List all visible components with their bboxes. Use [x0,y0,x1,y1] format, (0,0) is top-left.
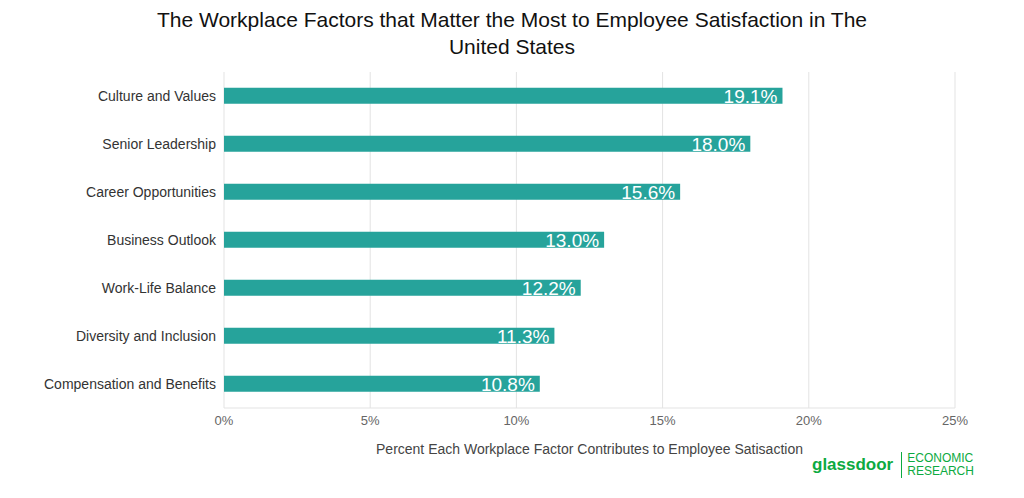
svg-text:10.8%: 10.8% [481,374,535,395]
html-text:RESEARCH: RESEARCH [907,464,974,478]
html-text:ECONOMIC: ECONOMIC [907,451,974,465]
svg-text:15%: 15% [650,413,676,428]
svg-text:13.0%: 13.0% [545,230,599,251]
svg-text:5%: 5% [361,413,380,428]
svg-text:12.2%: 12.2% [522,278,576,299]
svg-text:Diversity and Inclusion: Diversity and Inclusion [76,328,216,344]
html-text:glassdoor: glassdoor [812,455,894,474]
svg-text:19.1%: 19.1% [724,86,778,107]
html-text:The Workplace Factors that Mat: The Workplace Factors that Matter the Mo… [157,8,867,58]
svg-text:0%: 0% [215,413,234,428]
svg-text:10%: 10% [503,413,529,428]
svg-text:25%: 25% [942,413,968,428]
svg-text:11.3%: 11.3% [497,326,550,347]
svg-text:20%: 20% [796,413,822,428]
svg-text:Work-Life Balance: Work-Life Balance [102,280,216,296]
svg-text:Business Outlook: Business Outlook [107,232,217,248]
svg-text:15.6%: 15.6% [621,182,675,203]
svg-text:Compensation and Benefits: Compensation and Benefits [44,376,216,392]
svg-text:Senior Leadership: Senior Leadership [102,136,216,152]
svg-text:Percent Each Workplace Factor: Percent Each Workplace Factor Contribute… [376,441,803,457]
svg-text:Culture and Values: Culture and Values [98,88,216,104]
svg-text:18.0%: 18.0% [691,134,745,155]
svg-text:Career Opportunities: Career Opportunities [86,184,216,200]
